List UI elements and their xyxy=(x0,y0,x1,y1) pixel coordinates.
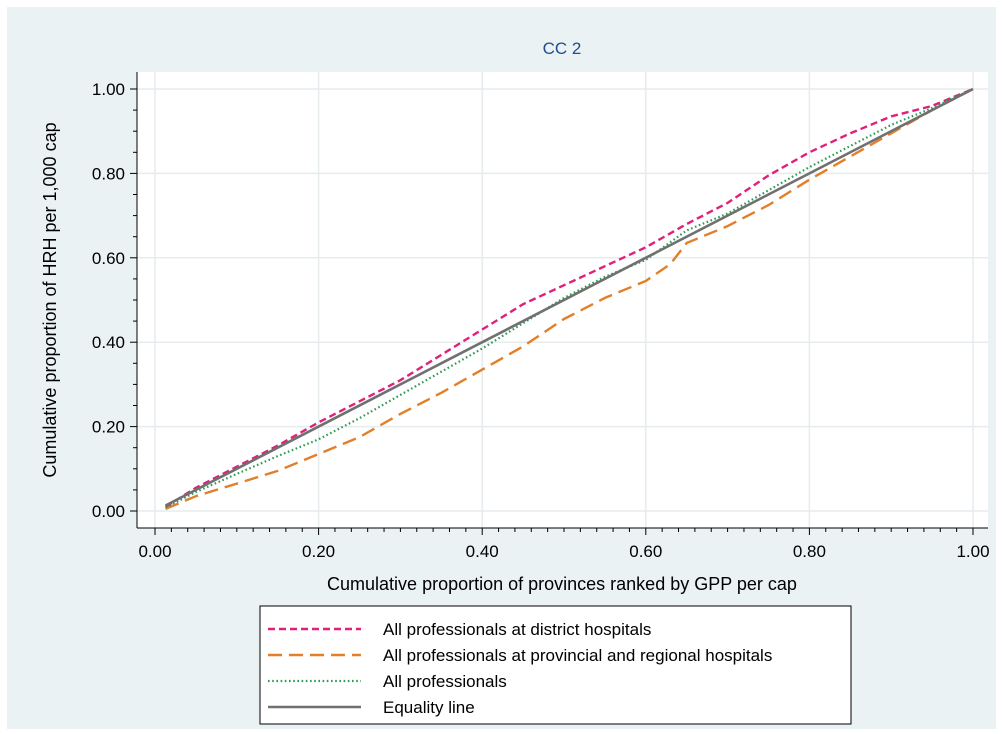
grid xyxy=(137,72,988,528)
series-line-0 xyxy=(164,87,974,508)
x-tick-label: 0.60 xyxy=(629,542,662,561)
x-tick-label: 1.00 xyxy=(956,542,989,561)
y-tick-label: 0.60 xyxy=(92,249,125,268)
y-tick-label: 0.20 xyxy=(92,418,125,437)
x-tick-label: 0.80 xyxy=(793,542,826,561)
series-lines xyxy=(164,87,974,511)
axes: 0.00 0.20 0.40 0.60 0.80 1.00 0.00 0.20 0.40 0.60… xyxy=(92,72,990,561)
series-line-2 xyxy=(165,88,974,509)
x-axis-title: Cumulative proportion of provinces ranke… xyxy=(327,574,797,594)
legend-box xyxy=(259,605,852,725)
chart-title: CC 2 xyxy=(543,39,582,58)
y-axis-title: Cumulative proportion of HRH per 1,000 c… xyxy=(40,122,60,477)
y-tick-label: 0.80 xyxy=(92,164,125,183)
legend: All professionals at district hospitals A… xyxy=(259,605,852,725)
y-tick-label: 0.40 xyxy=(92,333,125,352)
legend-label: All professionals at provincial and regi… xyxy=(383,646,772,665)
y-tick-label: 1.00 xyxy=(92,80,125,99)
y-tick-label: 0.00 xyxy=(92,502,125,521)
legend-label: All professionals at district hospitals xyxy=(383,620,651,639)
legend-label: Equality line xyxy=(383,698,475,717)
legend-label: All professionals xyxy=(383,672,507,691)
series-line-3 xyxy=(165,87,974,507)
legend-items: All professionals at district hospitals A… xyxy=(268,620,772,717)
x-tick-label: 0.00 xyxy=(138,542,171,561)
x-tick-label: 0.40 xyxy=(466,542,499,561)
series-line-1 xyxy=(165,87,974,511)
x-tick-label: 0.20 xyxy=(302,542,335,561)
